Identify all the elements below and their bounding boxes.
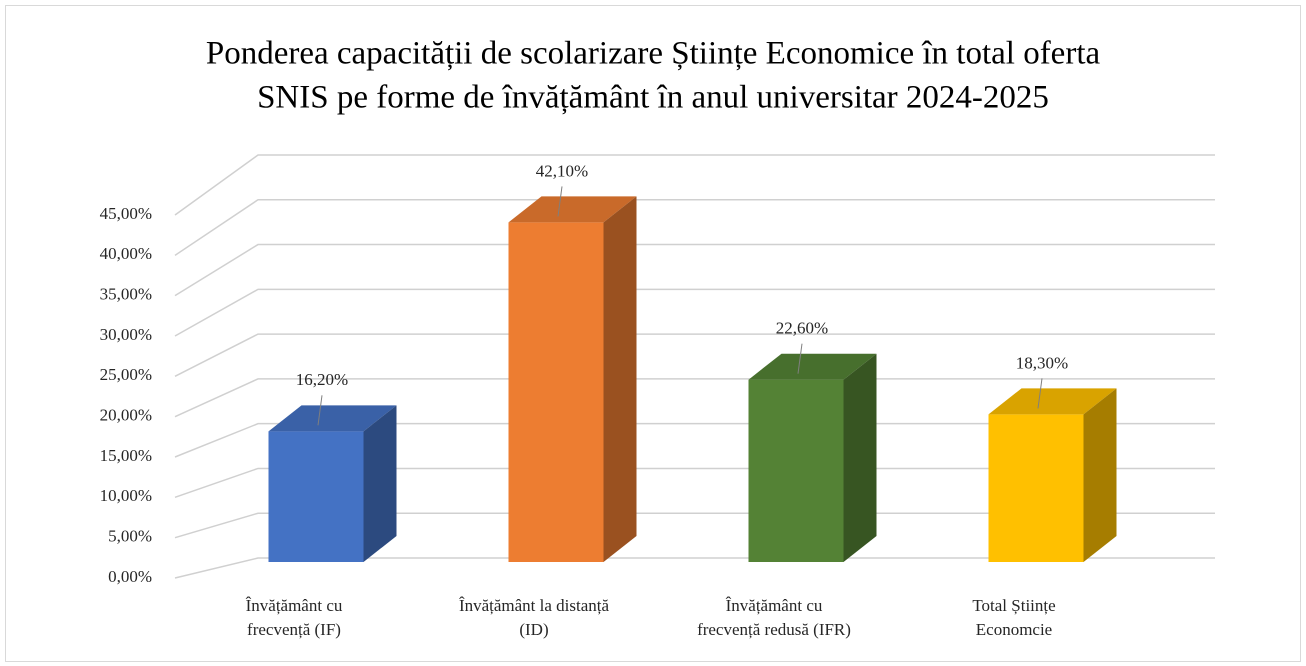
x-tick-label: Învățământ cu — [246, 596, 343, 615]
x-tick-label: Total Științe — [972, 596, 1055, 615]
grid-line — [174, 243, 1215, 297]
y-tick-label: 35,00% — [100, 285, 152, 304]
value-label: 22,60% — [776, 319, 828, 338]
value-label: 16,20% — [296, 370, 348, 389]
grid-line — [174, 378, 1215, 418]
grid-line — [174, 467, 1215, 499]
bar-side — [1083, 388, 1117, 562]
bar-side — [843, 353, 877, 562]
chart-title: Ponderea capacității de scolarizare Știi… — [206, 36, 1101, 72]
grid-line — [174, 199, 1215, 256]
grid-line — [174, 422, 1215, 458]
chart-title: SNIS pe forme de învățământ în anul univ… — [257, 80, 1049, 116]
bar-side — [603, 196, 637, 563]
bar-top — [268, 405, 397, 432]
bar — [988, 414, 1084, 562]
leader-line — [557, 186, 563, 217]
bar-top — [508, 196, 637, 223]
leader-line — [317, 395, 323, 426]
grid-line — [174, 333, 1215, 378]
bar — [748, 379, 844, 562]
y-tick-label: 45,00% — [100, 204, 152, 223]
grid-line — [174, 288, 1215, 337]
y-tick-label: 25,00% — [100, 365, 152, 384]
y-tick-label: 10,00% — [100, 486, 152, 505]
x-tick-label: frecvență (IF) — [247, 620, 341, 639]
x-tick-label: Economcie — [976, 620, 1052, 639]
y-tick-label: 0,00% — [108, 567, 152, 586]
grid-line — [174, 512, 1215, 539]
y-tick-label: 5,00% — [108, 527, 152, 546]
y-tick-label: 30,00% — [100, 325, 152, 344]
leader-line — [1037, 378, 1043, 409]
bar-side — [363, 405, 397, 562]
bar-top — [748, 353, 877, 380]
x-tick-label: (ID) — [519, 620, 548, 639]
grid-line — [174, 557, 1215, 579]
bar-top — [988, 388, 1117, 415]
y-tick-label: 20,00% — [100, 406, 152, 425]
leader-line — [797, 343, 803, 374]
grid-line — [174, 154, 1215, 216]
y-tick-label: 40,00% — [100, 244, 152, 263]
x-tick-label: Învățământ cu — [726, 596, 823, 615]
value-label: 18,30% — [1016, 353, 1068, 372]
value-label: 42,10% — [536, 161, 588, 180]
y-tick-label: 15,00% — [100, 446, 152, 465]
x-tick-label: Învățământ la distanță — [459, 596, 610, 615]
x-tick-label: frecvență redusă (IFR) — [697, 620, 851, 639]
bar — [508, 222, 604, 563]
bar — [268, 431, 364, 562]
